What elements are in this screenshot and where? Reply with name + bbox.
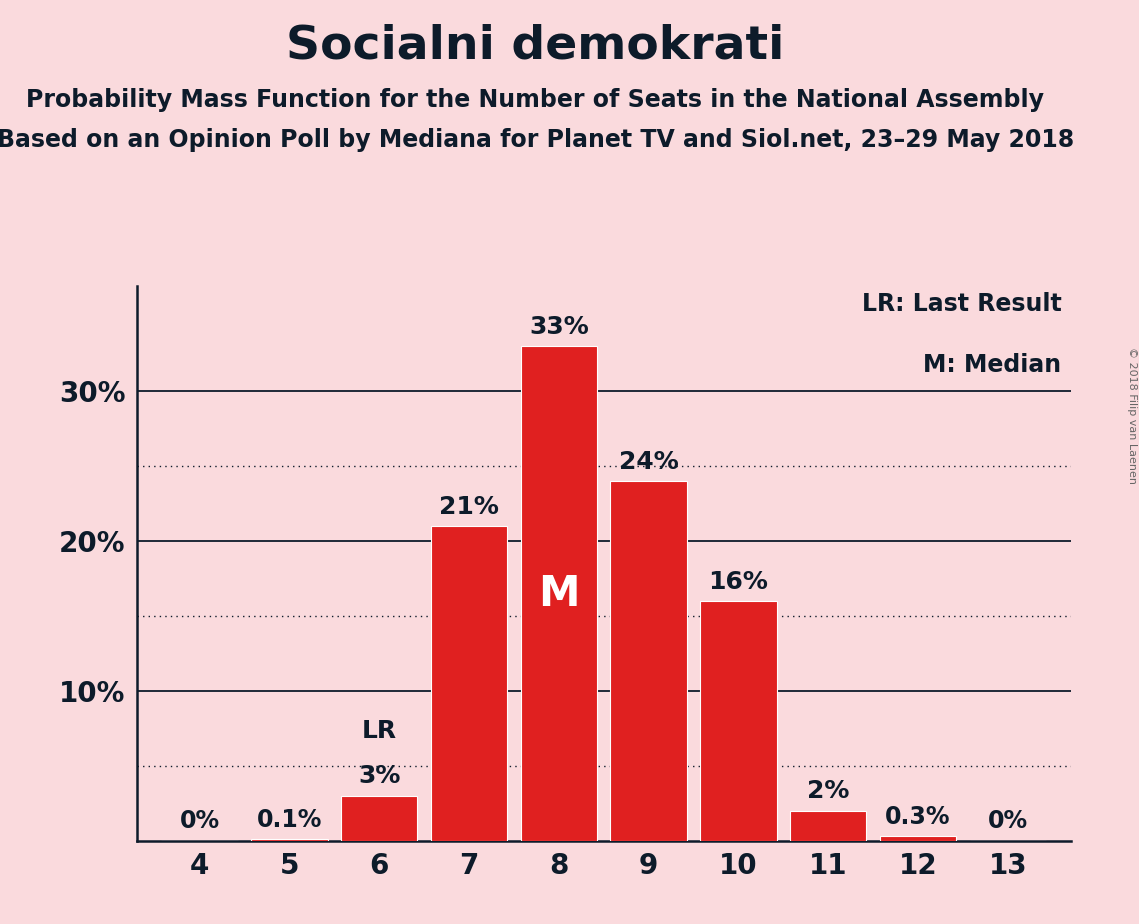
Bar xyxy=(521,346,597,841)
Text: 0%: 0% xyxy=(988,809,1027,833)
Text: LR: LR xyxy=(361,720,396,744)
Bar xyxy=(252,839,328,841)
Bar xyxy=(341,796,417,841)
Bar xyxy=(431,526,507,841)
Text: 0.3%: 0.3% xyxy=(885,805,951,829)
Text: 21%: 21% xyxy=(439,494,499,518)
Text: Socialni demokrati: Socialni demokrati xyxy=(286,23,785,68)
Text: LR: Last Result: LR: Last Result xyxy=(861,292,1062,316)
Text: Probability Mass Function for the Number of Seats in the National Assembly: Probability Mass Function for the Number… xyxy=(26,88,1044,112)
Text: M: M xyxy=(538,573,580,614)
Text: 0%: 0% xyxy=(180,809,220,833)
Text: M: Median: M: Median xyxy=(924,353,1062,377)
Text: 0.1%: 0.1% xyxy=(256,808,322,832)
Text: 33%: 33% xyxy=(528,315,589,339)
Bar xyxy=(790,811,867,841)
Text: 16%: 16% xyxy=(708,569,769,593)
Text: © 2018 Filip van Laenen: © 2018 Filip van Laenen xyxy=(1126,347,1137,484)
Bar xyxy=(700,602,777,841)
Text: 2%: 2% xyxy=(808,779,850,803)
Text: 3%: 3% xyxy=(358,764,400,788)
Bar xyxy=(879,836,956,841)
Text: 24%: 24% xyxy=(618,450,679,474)
Bar xyxy=(611,481,687,841)
Text: Based on an Opinion Poll by Mediana for Planet TV and Siol.net, 23–29 May 2018: Based on an Opinion Poll by Mediana for … xyxy=(0,128,1074,152)
